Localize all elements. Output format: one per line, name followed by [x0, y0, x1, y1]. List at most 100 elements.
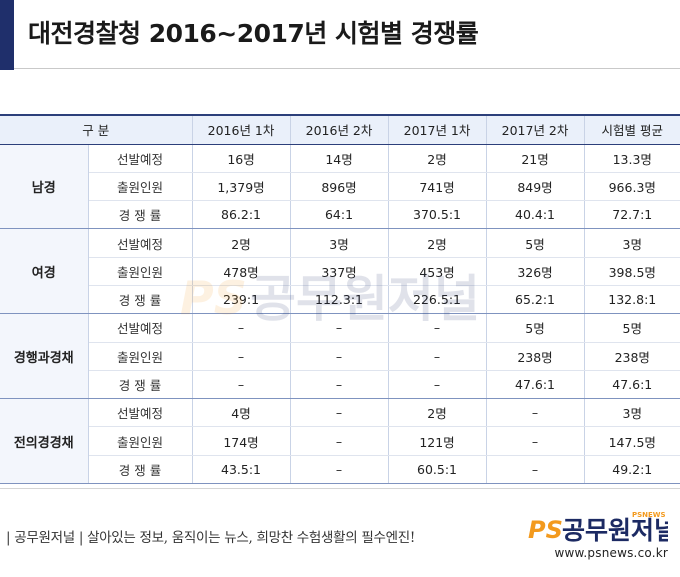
table-row: 경 쟁 률 43.5:1–60.5:1–49.2:1	[0, 455, 680, 485]
row-label: 출원인원	[88, 426, 193, 456]
group-label: 전의경경채	[0, 398, 89, 485]
table-cell: –	[290, 342, 389, 371]
psnews-logo: PS 공무원저널 PSNEWS	[528, 511, 668, 544]
table-cell: 478명	[192, 257, 291, 286]
row-label: 출원인원	[88, 257, 193, 286]
table-cell: 47.6:1	[486, 370, 585, 400]
table-cell: 43.5:1	[192, 455, 291, 485]
header-2017-2: 2017년 2차	[486, 114, 585, 145]
row-label: 선발예정	[88, 144, 193, 173]
svg-text:PS: PS	[528, 516, 563, 544]
table-cell: 147.5명	[584, 426, 680, 456]
table-cell: –	[486, 398, 585, 428]
table-cell: 3명	[584, 228, 680, 258]
table-cell: 896명	[290, 172, 389, 202]
table-cell: –	[290, 370, 389, 400]
table-cell: 121명	[388, 426, 487, 456]
group-label: 경행과경채	[0, 313, 89, 400]
table-cell: –	[388, 342, 487, 371]
header-2016-1: 2016년 1차	[192, 114, 291, 145]
table-cell: 966.3명	[584, 172, 680, 202]
brand-block: PS 공무원저널 PSNEWS www.psnews.co.kr	[528, 508, 668, 566]
row-label: 경 쟁 률	[88, 200, 193, 230]
row-label: 선발예정	[88, 398, 193, 428]
footer-divider	[0, 488, 680, 489]
table-cell: 3명	[290, 228, 389, 258]
header-average: 시험별 평균	[584, 114, 680, 145]
table-row: 전의경경채 선발예정 4명 –2명 –3명	[0, 398, 680, 485]
title-divider	[14, 68, 680, 69]
table-row: 출원인원 174명 –121명 –147.5명	[0, 426, 680, 456]
table-cell: –	[290, 398, 389, 428]
table-cell: 86.2:1	[192, 200, 291, 230]
title-accent	[0, 0, 14, 70]
table-row: 경 쟁 률 86.2:1 64:1 370.5:1 40.4:1 72.7:1	[0, 200, 680, 230]
table-row: 출원인원 – – –238명 238명	[0, 342, 680, 371]
table-cell: 65.2:1	[486, 285, 585, 315]
table-cell: 5명	[486, 313, 585, 343]
table-cell: 132.8:1	[584, 285, 680, 315]
table-cell: –	[388, 370, 487, 400]
group-label: 남경	[0, 144, 89, 230]
table-cell: –	[388, 313, 487, 343]
table-cell: 2명	[388, 144, 487, 173]
row-label: 경 쟁 률	[88, 370, 193, 400]
table-cell: 40.4:1	[486, 200, 585, 230]
table-cell: 3명	[584, 398, 680, 428]
table-cell: –	[192, 313, 291, 343]
table-row: 남경 선발예정 16명 14명 2명 21명 13.3명	[0, 144, 680, 230]
row-label: 경 쟁 률	[88, 455, 193, 485]
table-cell: 112.3:1	[290, 285, 389, 315]
table-row: 경 쟁 률 239:1 112.3:1 226.5:1 65.2:1 132.8:1	[0, 285, 680, 315]
title-bar: 대전경찰청 2016~2017년 시험별 경쟁률	[0, 0, 680, 70]
header-2017-1: 2017년 1차	[388, 114, 487, 145]
table-cell: 398.5명	[584, 257, 680, 286]
competition-table: 구 분 2016년 1차 2016년 2차 2017년 1차 2017년 2차 …	[0, 114, 680, 485]
row-label: 출원인원	[88, 172, 193, 202]
table-cell: 2명	[388, 398, 487, 428]
table-cell: 1,379명	[192, 172, 291, 202]
row-label: 출원인원	[88, 342, 193, 371]
table-cell: 60.5:1	[388, 455, 487, 485]
table-cell: 64:1	[290, 200, 389, 230]
table-header-row: 구 분 2016년 1차 2016년 2차 2017년 1차 2017년 2차 …	[0, 114, 680, 145]
group-label: 여경	[0, 228, 89, 315]
table-cell: –	[192, 342, 291, 371]
table-cell: 13.3명	[584, 144, 680, 173]
table-cell: 2명	[192, 228, 291, 258]
table-cell: 21명	[486, 144, 585, 173]
svg-text:공무원저널: 공무원저널	[562, 516, 668, 544]
table-cell: 49.2:1	[584, 455, 680, 485]
table-cell: 239:1	[192, 285, 291, 315]
table-cell: 5명	[584, 313, 680, 343]
table-cell: 72.7:1	[584, 200, 680, 230]
site-url[interactable]: www.psnews.co.kr	[554, 546, 668, 560]
table-cell: 326명	[486, 257, 585, 286]
table-row: 여경 선발예정 2명 3명 2명 5명 3명	[0, 228, 680, 315]
table-cell: 2명	[388, 228, 487, 258]
footer-tagline: | 공무원저널 | 살아있는 정보, 움직이는 뉴스, 희망찬 수험생활의 필수…	[6, 530, 416, 546]
row-label: 경 쟁 률	[88, 285, 193, 315]
table-cell: –	[192, 370, 291, 400]
table-cell: 849명	[486, 172, 585, 202]
table-cell: 238명	[584, 342, 680, 371]
table-row: 경 쟁 률 – – –47.6:1 47.6:1	[0, 370, 680, 400]
table-cell: 238명	[486, 342, 585, 371]
table-row: 경행과경채 선발예정 – – –5명 5명	[0, 313, 680, 400]
table-cell: 4명	[192, 398, 291, 428]
table-cell: 5명	[486, 228, 585, 258]
table-cell: –	[486, 455, 585, 485]
table-cell: –	[486, 426, 585, 456]
table-cell: 453명	[388, 257, 487, 286]
header-2016-2: 2016년 2차	[290, 114, 389, 145]
row-label: 선발예정	[88, 313, 193, 343]
table-cell: 174명	[192, 426, 291, 456]
header-category: 구 분	[0, 114, 193, 145]
table-cell: 370.5:1	[388, 200, 487, 230]
table-cell: –	[290, 426, 389, 456]
table-cell: –	[290, 455, 389, 485]
table-row: 출원인원 1,379명 896명 741명 849명 966.3명	[0, 172, 680, 202]
table-cell: 741명	[388, 172, 487, 202]
page-title: 대전경찰청 2016~2017년 시험별 경쟁률	[28, 19, 479, 48]
table-cell: 14명	[290, 144, 389, 173]
